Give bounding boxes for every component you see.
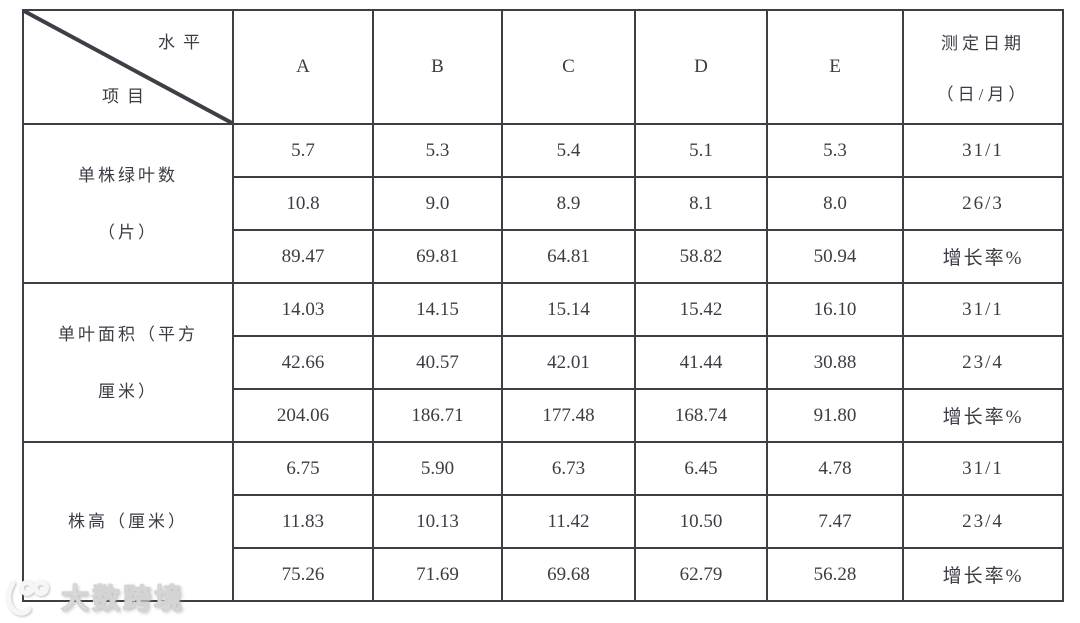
value-cell: 69.68 [501,547,636,602]
level-header-E: E [766,9,904,125]
value-cell: 75.26 [232,547,374,602]
value-cell: 89.47 [232,229,374,284]
value-cell: 42.01 [501,335,636,390]
group-label-green-leaf-count: 单株绿叶数 （片） [22,123,234,284]
date-cell: 26/3 [902,176,1064,231]
value-cell: 6.75 [232,441,374,496]
value-cell: 177.48 [501,388,636,443]
value-cell: 69.81 [372,229,503,284]
value-cell: 5.3 [766,123,904,178]
value-cell: 6.73 [501,441,636,496]
table-row: 89.47 69.81 64.81 58.82 50.94 增长率% [23,229,1064,284]
level-header-B: B [372,9,503,125]
value-cell: 30.88 [766,335,904,390]
table-row: 10.8 9.0 8.9 8.1 8.0 26/3 [23,176,1064,231]
value-cell: 10.50 [634,494,768,549]
value-cell: 168.74 [634,388,768,443]
value-cell: 4.78 [766,441,904,496]
table-row: 42.66 40.57 42.01 41.44 30.88 23/4 [23,335,1064,390]
diagonal-divider [24,11,232,123]
value-cell: 204.06 [232,388,374,443]
value-cell: 8.0 [766,176,904,231]
value-cell: 5.90 [372,441,503,496]
value-cell: 5.7 [232,123,374,178]
measurement-data-table: 水平 项目 A B C D E 测定日期 （日/月） 单株绿叶数 （片） 5.7… [22,9,1064,602]
level-header-C: C [501,9,636,125]
date-cell: 23/4 [902,335,1064,390]
value-cell: 58.82 [634,229,768,284]
value-cell: 6.45 [634,441,768,496]
value-cell: 9.0 [372,176,503,231]
table-row: 单叶面积（平方 厘米） 14.03 14.15 15.14 15.42 16.1… [22,282,1064,443]
value-cell: 14.15 [372,282,503,337]
date-cell: 31/1 [902,123,1064,178]
level-header-A: A [232,9,374,125]
value-cell: 62.79 [634,547,768,602]
value-cell: 15.42 [634,282,768,337]
value-cell: 8.1 [634,176,768,231]
date-cell: 31/1 [902,282,1064,337]
table-row: 株高（厘米） 6.75 5.90 6.73 6.45 4.78 31/1 [22,441,1064,602]
value-cell: 40.57 [372,335,503,390]
date-cell: 23/4 [902,494,1064,549]
corner-label-level: 水平 [158,33,208,52]
value-cell: 11.83 [232,494,374,549]
table-header-row: 水平 项目 A B C D E 测定日期 （日/月） [22,9,1064,125]
level-header-D: D [634,9,768,125]
group-label-plant-height: 株高（厘米） [22,441,234,602]
header-corner-cell: 水平 项目 [22,9,234,125]
value-cell: 10.8 [232,176,374,231]
date-cell: 31/1 [902,441,1064,496]
value-cell: 64.81 [501,229,636,284]
table-row: 11.83 10.13 11.42 10.50 7.47 23/4 [23,494,1064,549]
value-cell: 7.47 [766,494,904,549]
value-cell: 5.4 [501,123,636,178]
growth-rate-cell: 增长率% [902,547,1064,602]
growth-rate-cell: 增长率% [902,229,1064,284]
table-row: 204.06 186.71 177.48 168.74 91.80 增长率% [23,388,1064,443]
value-cell: 91.80 [766,388,904,443]
value-cell: 5.3 [372,123,503,178]
value-cell: 5.1 [634,123,768,178]
group-label-leaf-area: 单叶面积（平方 厘米） [22,282,234,443]
date-header-line2: （日/月） [936,85,1030,104]
value-cell: 11.42 [501,494,636,549]
date-header-line1: 测定日期 [941,34,1025,53]
table-row: 单株绿叶数 （片） 5.7 5.3 5.4 5.1 5.3 31/1 [22,123,1064,284]
value-cell: 42.66 [232,335,374,390]
value-cell: 15.14 [501,282,636,337]
corner-label-item: 项目 [102,87,152,106]
table-row: 75.26 71.69 69.68 62.79 56.28 增长率% [23,547,1064,602]
value-cell: 50.94 [766,229,904,284]
value-cell: 10.13 [372,494,503,549]
value-cell: 186.71 [372,388,503,443]
value-cell: 71.69 [372,547,503,602]
value-cell: 16.10 [766,282,904,337]
value-cell: 8.9 [501,176,636,231]
growth-rate-cell: 增长率% [902,388,1064,443]
value-cell: 41.44 [634,335,768,390]
value-cell: 56.28 [766,547,904,602]
date-header-cell: 测定日期 （日/月） [902,9,1064,125]
value-cell: 14.03 [232,282,374,337]
